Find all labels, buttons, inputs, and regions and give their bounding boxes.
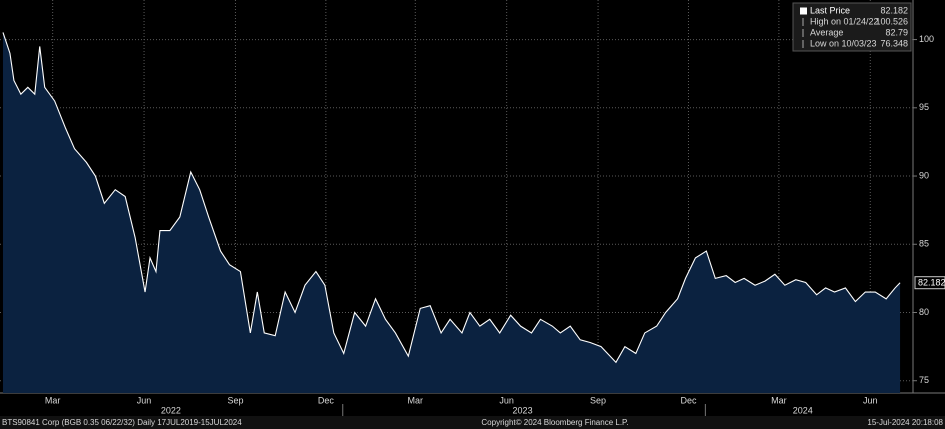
legend-value: 82.79: [885, 27, 908, 37]
y-tick-label: 90: [919, 170, 929, 180]
y-tick-label: 85: [919, 239, 929, 249]
legend-value: 82.182: [880, 5, 908, 15]
y-tick-label: 80: [919, 307, 929, 317]
legend-label: Low on 10/03/23: [810, 38, 877, 48]
x-tick-label: Jun: [137, 395, 152, 405]
legend-value: 100.526: [875, 16, 908, 26]
footer-center: Copyright© 2024 Bloomberg Finance L.P.: [481, 418, 628, 427]
x-tick-label: Mar: [45, 395, 61, 405]
legend-box: [792, 2, 912, 52]
x-tick-label: Mar: [771, 395, 787, 405]
last-price-box: [914, 276, 945, 290]
legend-value: 76.348: [880, 38, 908, 48]
year-label: 2023: [513, 405, 533, 415]
x-tick-label: Dec: [318, 395, 335, 405]
x-tick-label: Sep: [590, 395, 606, 405]
legend-label: High on 01/24/22: [810, 16, 879, 26]
y-tick-label: 95: [919, 102, 929, 112]
line: [2, 32, 901, 364]
year-label: 2022: [161, 405, 181, 415]
footer-right: 15-Jul-2024 20:18:08: [867, 418, 943, 427]
footer-left: BTS90841 Corp (BGB 0.35 06/22/32) Daily …: [2, 418, 242, 427]
legend-swatch: [800, 7, 807, 15]
last-price-label: 82.182: [918, 278, 945, 288]
year-label: 2024: [793, 405, 813, 415]
x-tick-label: Dec: [680, 395, 697, 405]
footer-bar: [0, 416, 945, 429]
x-tick-label: Jun: [499, 395, 514, 405]
area: [2, 32, 901, 394]
x-tick-label: Mar: [408, 395, 424, 405]
y-tick-label: 75: [919, 375, 929, 385]
x-tick-label: Jun: [863, 395, 878, 405]
x-tick-label: Sep: [227, 395, 243, 405]
y-tick-label: 100: [919, 34, 934, 44]
legend-label: Average: [810, 27, 843, 37]
legend-label: Last Price: [810, 5, 850, 15]
